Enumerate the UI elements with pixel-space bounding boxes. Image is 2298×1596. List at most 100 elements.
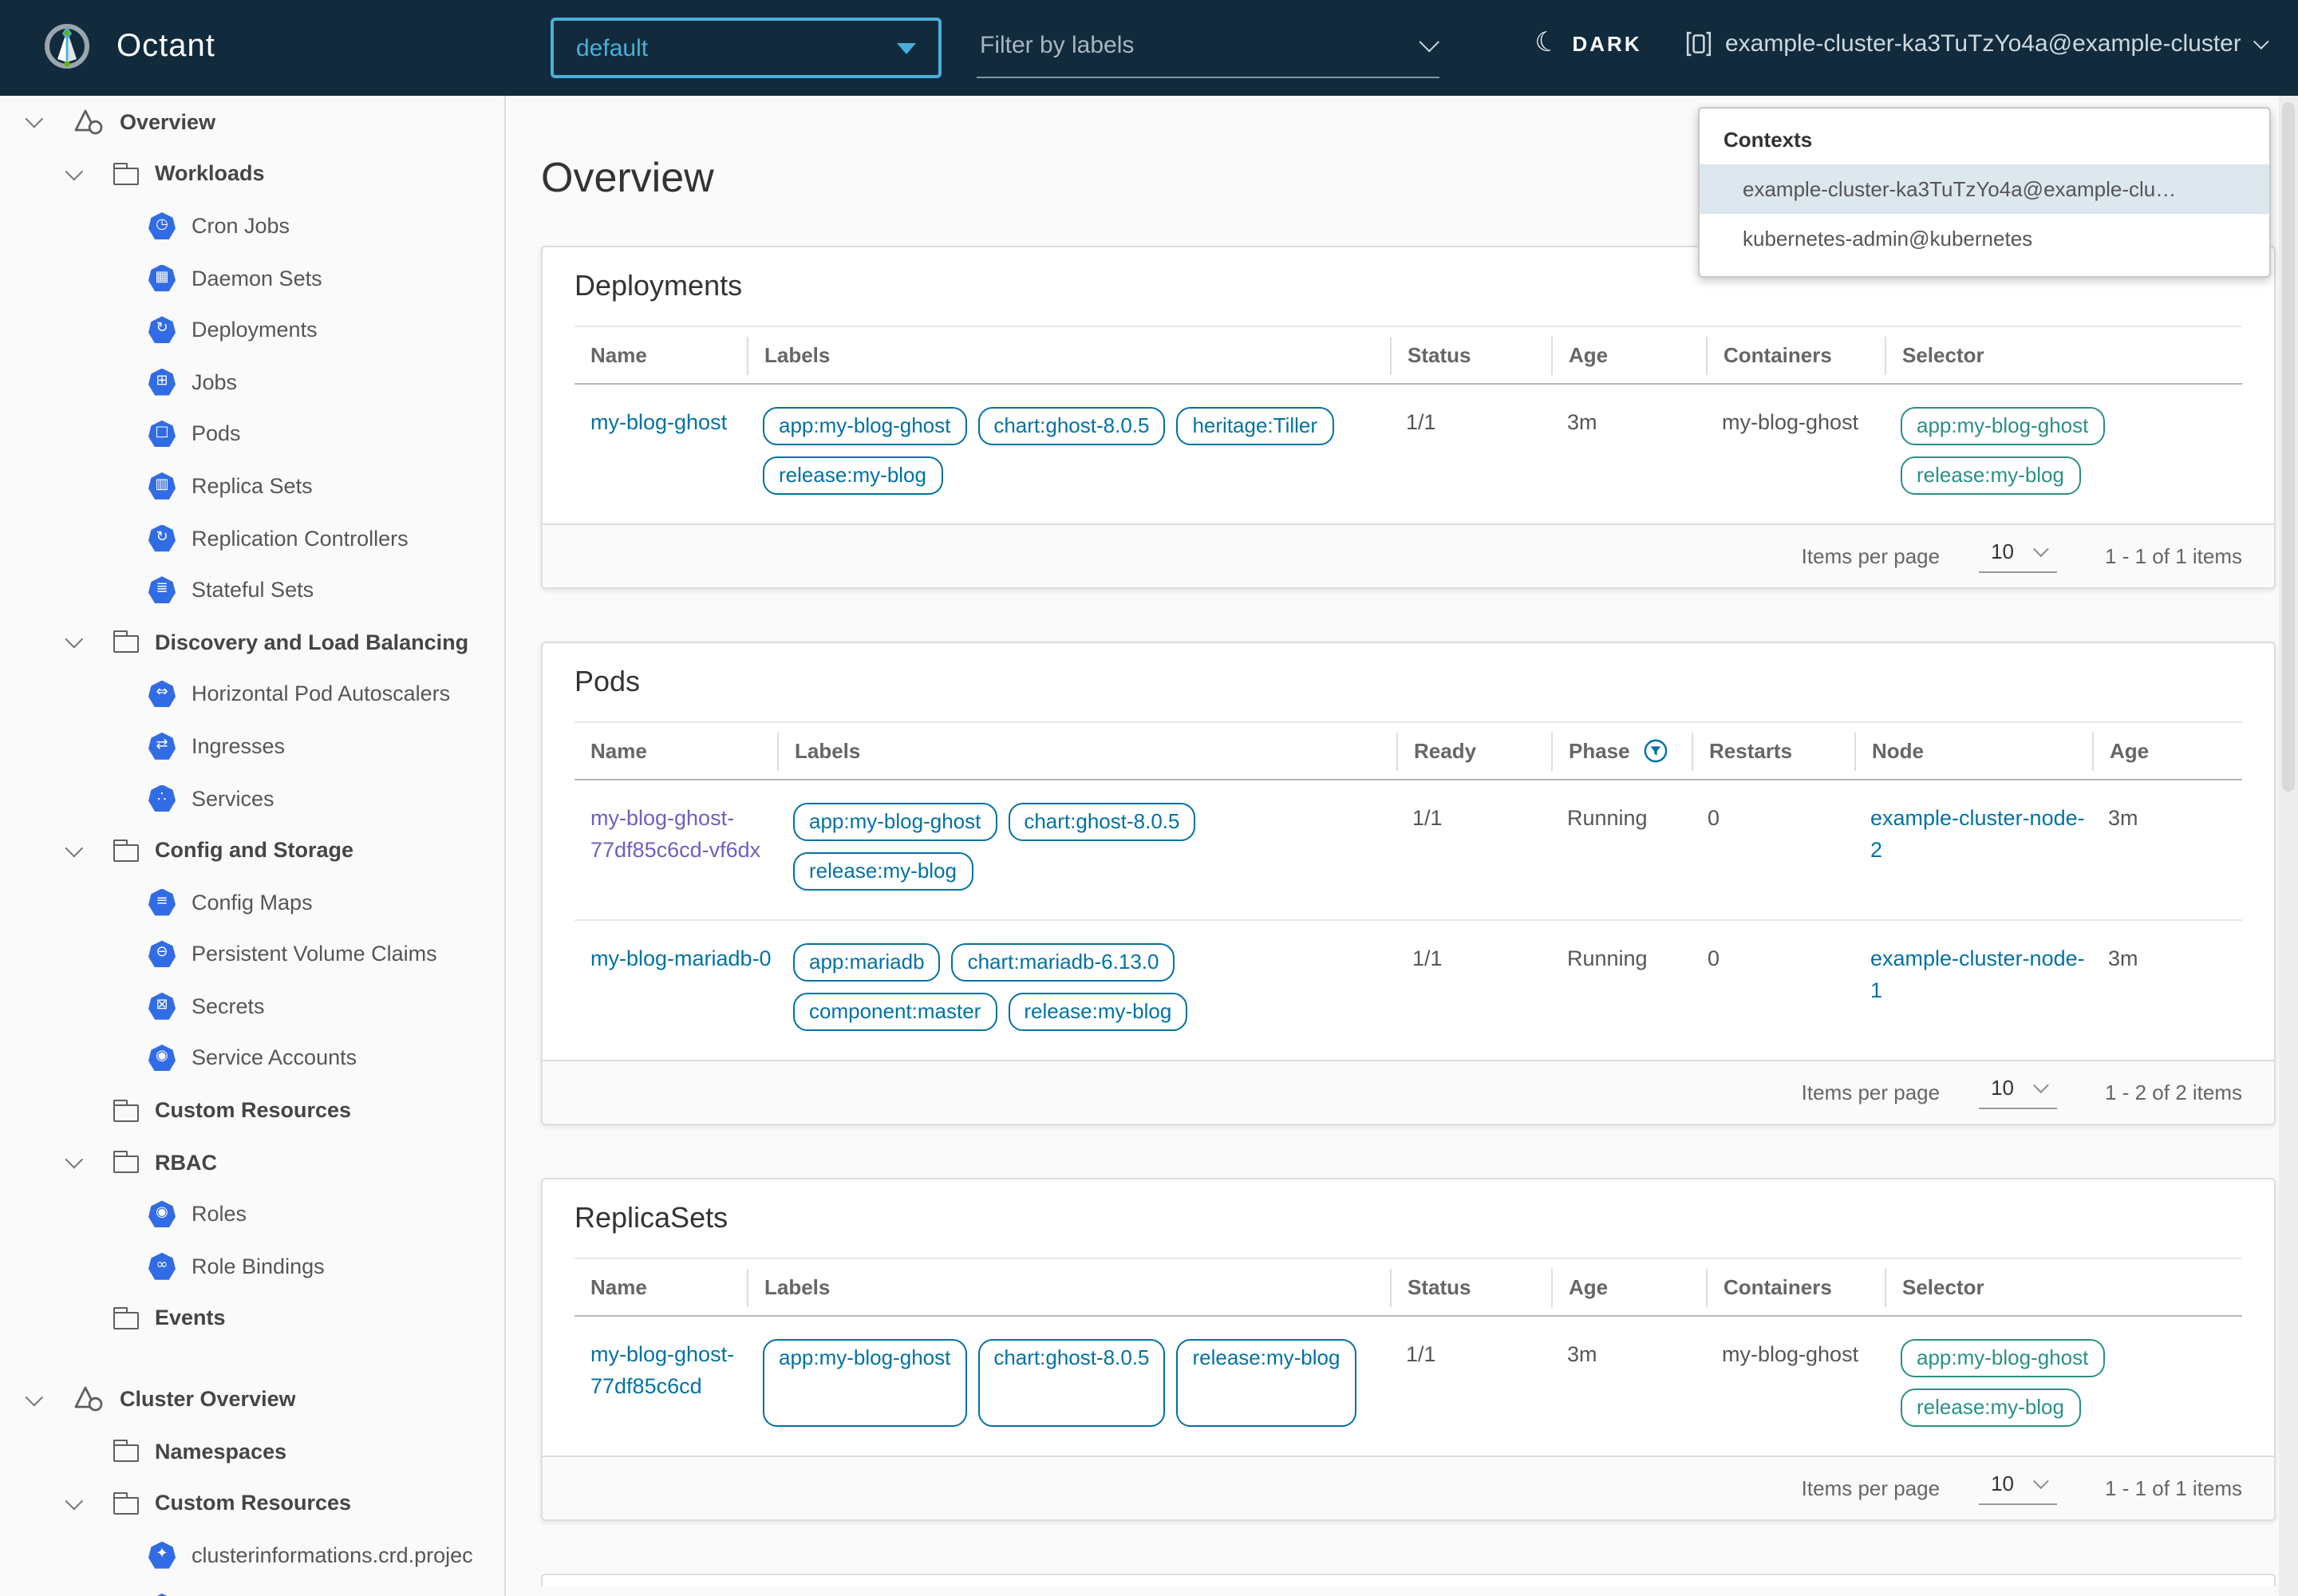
column-header-age[interactable]: Age bbox=[1551, 1268, 1706, 1306]
sidebar-item[interactable]: ▥ Replica Sets bbox=[0, 460, 504, 512]
column-header-labels[interactable]: Labels bbox=[747, 336, 1390, 374]
sidebar-item[interactable]: ⊠ Secrets bbox=[0, 980, 504, 1032]
sidebar-item[interactable]: ∞ Role Bindings bbox=[0, 1240, 504, 1292]
chevron-down-icon[interactable] bbox=[65, 839, 97, 857]
filter-funnel-icon[interactable] bbox=[1645, 739, 1668, 763]
folder-icon bbox=[113, 162, 139, 185]
k8s-resource-icon: ◉ bbox=[148, 1200, 176, 1228]
column-header-containers[interactable]: Containers bbox=[1706, 336, 1885, 374]
column-header-restarts[interactable]: Restarts bbox=[1692, 732, 1854, 770]
nav-item-icon: ↻ bbox=[148, 524, 176, 552]
chevron-down-icon[interactable] bbox=[65, 1444, 97, 1457]
label-badge[interactable]: chart:ghost-8.0.5 bbox=[977, 407, 1166, 445]
column-header-containers[interactable]: Containers bbox=[1706, 1268, 1885, 1306]
label-badge[interactable]: app:my-blog-ghost bbox=[763, 407, 967, 445]
column-header-labels[interactable]: Labels bbox=[747, 1268, 1390, 1306]
sidebar-item[interactable]: ⊖ Persistent Volume Claims bbox=[0, 928, 504, 980]
chevron-down-icon[interactable] bbox=[65, 162, 97, 181]
sidebar-item[interactable]: Custom Resources bbox=[0, 1084, 504, 1136]
sidebar-item[interactable]: ▦ Daemon Sets bbox=[0, 252, 504, 304]
sidebar-item[interactable]: Discovery and Load Balancing bbox=[0, 616, 504, 668]
selector-badge[interactable]: release:my-blog bbox=[1901, 1389, 2080, 1427]
sidebar-item[interactable]: ↻ Replication Controllers bbox=[0, 512, 504, 564]
context-menu-item[interactable]: example-cluster-ka3TuTzYo4a@example-clu… bbox=[1700, 164, 2269, 214]
nav-item-icon: ⊠ bbox=[148, 992, 176, 1020]
column-header-labels[interactable]: Labels bbox=[777, 732, 1396, 770]
column-header-node[interactable]: Node bbox=[1854, 732, 2092, 770]
label-badge[interactable]: release:my-blog bbox=[763, 456, 942, 495]
sidebar-item[interactable]: Cluster Overview bbox=[0, 1373, 504, 1425]
chevron-down-icon bbox=[2032, 541, 2049, 558]
column-header-phase[interactable]: Phase bbox=[1551, 732, 1692, 770]
pod-link[interactable]: my-blog-ghost-77df85c6cd-vf6dx bbox=[590, 806, 761, 862]
column-header-selector[interactable]: Selector bbox=[1885, 336, 2242, 374]
sidebar-item[interactable]: RBAC bbox=[0, 1136, 504, 1188]
sidebar-item[interactable]: ↻ Deployments bbox=[0, 304, 504, 356]
selector-badge[interactable]: app:my-blog-ghost bbox=[1901, 407, 2105, 445]
sidebar-item[interactable]: Events bbox=[0, 1292, 504, 1344]
items-per-page-select[interactable]: 10 bbox=[1978, 539, 2058, 573]
sidebar-item[interactable]: ◷ Cron Jobs bbox=[0, 200, 504, 251]
chevron-down-icon[interactable] bbox=[65, 630, 97, 649]
label-badge[interactable]: app:my-blog-ghost bbox=[793, 803, 997, 841]
label-badge[interactable]: release:my-blog bbox=[1176, 1339, 1356, 1427]
node-link[interactable]: example-cluster-node-2 bbox=[1870, 806, 2085, 862]
page-scrollbar[interactable] bbox=[2279, 96, 2298, 1596]
label-badge[interactable]: release:my-blog bbox=[1008, 993, 1188, 1031]
selector-badge[interactable]: app:my-blog-ghost bbox=[1901, 1339, 2105, 1377]
chevron-down-icon[interactable] bbox=[25, 1387, 57, 1406]
sidebar-item[interactable]: Config and Storage bbox=[0, 824, 504, 876]
chevron-down-icon[interactable] bbox=[65, 1312, 97, 1325]
label-badge[interactable]: heritage:Tiller bbox=[1176, 407, 1334, 445]
column-header-status[interactable]: Status bbox=[1390, 1268, 1551, 1306]
label-badge[interactable]: app:mariadb bbox=[793, 943, 941, 982]
sidebar-item[interactable]: ✦ csidrivers.csi.storage.k8s.io bbox=[0, 1581, 504, 1596]
sidebar-item[interactable]: ✦ clusterinformations.crd.projec bbox=[0, 1529, 504, 1581]
selector-badge[interactable]: release:my-blog bbox=[1901, 456, 2080, 495]
column-header-selector[interactable]: Selector bbox=[1885, 1268, 2242, 1306]
sidebar-item[interactable]: ≡ Config Maps bbox=[0, 876, 504, 928]
nav-item-icon: ⊖ bbox=[148, 940, 176, 968]
theme-toggle-button[interactable]: ☾ DARK bbox=[1532, 25, 1642, 61]
chevron-down-icon[interactable] bbox=[25, 110, 57, 129]
sidebar-item[interactable]: ◉ Service Accounts bbox=[0, 1032, 504, 1084]
column-header-age[interactable]: Age bbox=[1551, 336, 1706, 374]
namespace-select[interactable]: default bbox=[551, 18, 942, 78]
sidebar-item[interactable]: Namespaces bbox=[0, 1425, 504, 1477]
label-badge[interactable]: chart:ghost-8.0.5 bbox=[977, 1339, 1166, 1427]
label-badge[interactable]: chart:mariadb-6.13.0 bbox=[951, 943, 1175, 982]
sidebar-item[interactable]: ◉ Roles bbox=[0, 1188, 504, 1240]
context-menu-item[interactable]: kubernetes-admin@kubernetes bbox=[1743, 227, 2033, 251]
column-header-name[interactable]: Name bbox=[590, 1275, 647, 1299]
deployment-link[interactable]: my-blog-ghost bbox=[590, 410, 728, 434]
sidebar-item[interactable]: □ Pods bbox=[0, 408, 504, 460]
sidebar-item[interactable]: ≣ Stateful Sets bbox=[0, 564, 504, 616]
sidebar-item[interactable]: Custom Resources bbox=[0, 1477, 504, 1529]
label-badge[interactable]: component:master bbox=[793, 993, 997, 1031]
items-per-page-select[interactable]: 10 bbox=[1978, 1472, 2058, 1505]
sidebar-item[interactable]: ∴ Services bbox=[0, 772, 504, 824]
column-header-name[interactable]: Name bbox=[590, 343, 647, 367]
sidebar-item[interactable]: ⇄ Ingresses bbox=[0, 720, 504, 772]
label-badge[interactable]: release:my-blog bbox=[793, 852, 973, 891]
items-per-page-select[interactable]: 10 bbox=[1978, 1076, 2058, 1109]
column-header-status[interactable]: Status bbox=[1390, 336, 1551, 374]
chevron-down-icon[interactable] bbox=[65, 1151, 97, 1169]
column-header-ready[interactable]: Ready bbox=[1396, 732, 1551, 770]
sidebar-item[interactable]: Workloads bbox=[0, 148, 504, 200]
sidebar-item[interactable]: ⇔ Horizontal Pod Autoscalers bbox=[0, 668, 504, 720]
chevron-down-icon[interactable] bbox=[65, 1104, 97, 1116]
context-selector-button[interactable]: example-cluster-ka3TuTzYo4a@example-clus… bbox=[1685, 30, 2270, 57]
scrollbar-thumb[interactable] bbox=[2282, 102, 2295, 792]
sidebar-item[interactable]: ⊞ Jobs bbox=[0, 356, 504, 408]
column-header-name[interactable]: Name bbox=[590, 739, 647, 763]
pod-link[interactable]: my-blog-mariadb-0 bbox=[590, 946, 772, 970]
column-header-age[interactable]: Age bbox=[2092, 732, 2242, 770]
replicaset-link[interactable]: my-blog-ghost-77df85c6cd bbox=[590, 1342, 735, 1398]
label-badge[interactable]: app:my-blog-ghost bbox=[763, 1339, 967, 1427]
sidebar-item[interactable]: Overview bbox=[0, 96, 504, 148]
label-badge[interactable]: chart:ghost-8.0.5 bbox=[1008, 803, 1196, 841]
chevron-down-icon[interactable] bbox=[65, 1491, 97, 1510]
label-filter-input[interactable]: Filter by labels bbox=[977, 18, 1439, 78]
node-link[interactable]: example-cluster-node-1 bbox=[1870, 946, 2085, 1002]
